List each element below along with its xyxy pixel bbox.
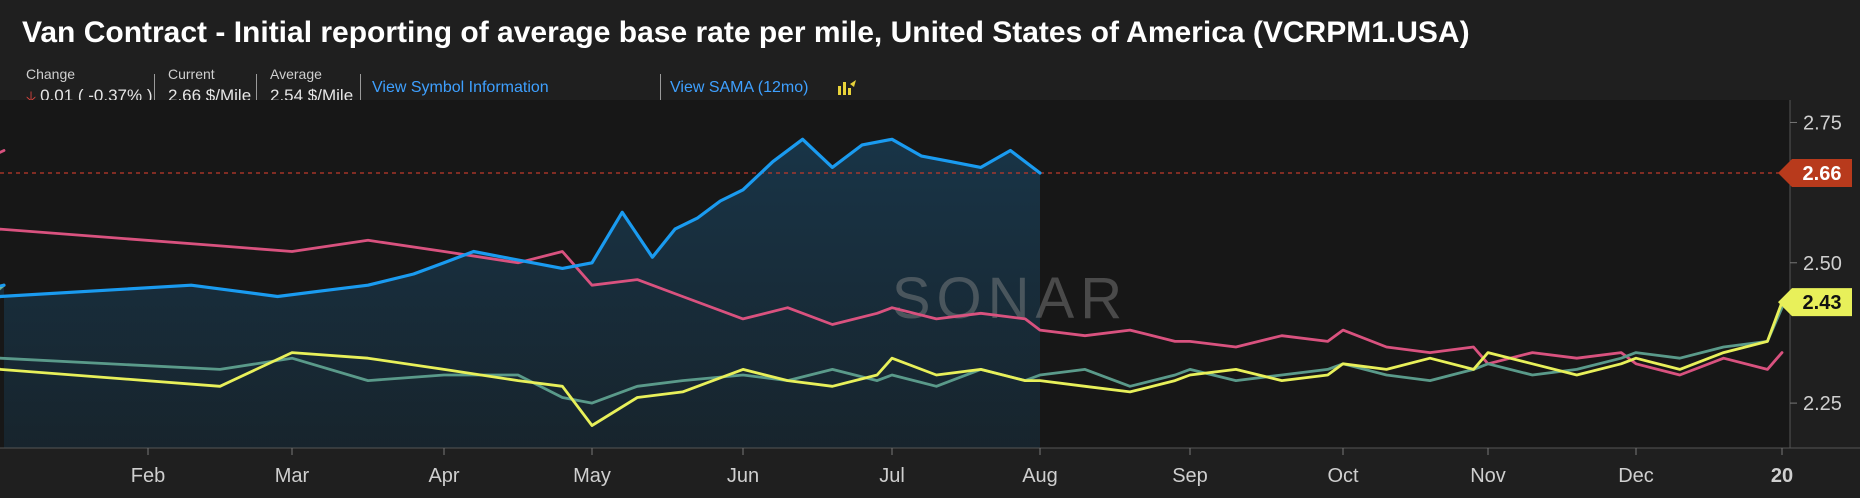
x-tick-label: Jun: [727, 465, 759, 487]
average-label: Average: [270, 66, 322, 82]
stats-divider: [256, 74, 257, 102]
chart-title: Van Contract - Initial reporting of aver…: [22, 16, 1470, 49]
x-tick-label: Oct: [1327, 465, 1359, 487]
sonar-watermark: SONAR: [892, 266, 1128, 331]
y-tick-label: 2.25: [1803, 393, 1842, 415]
end-value-marker: 2.43: [1778, 288, 1852, 317]
series-line-3: [0, 283, 1784, 427]
x-tick-label: May: [573, 465, 611, 487]
x-tick-label: Feb: [131, 465, 165, 487]
current-label: Current: [168, 66, 215, 82]
view-sama-link[interactable]: View SAMA (12mo): [670, 79, 809, 96]
x-tick-label: 20: [1771, 465, 1793, 487]
end-value-marker-shape: [1778, 288, 1852, 317]
down-arrow-icon: 🡣: [26, 88, 37, 104]
stats-divider: [660, 74, 661, 102]
y-tick-label: 2.75: [1803, 112, 1842, 134]
current-value-marker-shape: [1778, 158, 1852, 187]
series-line-1: [0, 149, 1784, 377]
stats-divider: [154, 74, 155, 102]
current-value-marker-label: 2.66: [1803, 163, 1842, 185]
x-tick-label: Aug: [1022, 465, 1058, 487]
x-tick-label: Nov: [1470, 465, 1506, 487]
x-tick-label: Dec: [1618, 465, 1654, 487]
x-tick-label: Apr: [428, 465, 459, 487]
view-symbol-info-link[interactable]: View Symbol Information: [372, 79, 549, 96]
x-tick-label: Jul: [879, 465, 905, 487]
current-series-area: [0, 139, 1040, 448]
end-value-marker-label: 2.43: [1803, 292, 1842, 314]
x-tick-label: Sep: [1172, 465, 1208, 487]
stats-divider: [360, 74, 361, 102]
x-tick-label: Mar: [275, 465, 310, 487]
change-label: Change: [26, 66, 76, 82]
series-line-4: [0, 137, 1042, 299]
current-value-marker: 2.66: [1778, 158, 1852, 187]
chart-hand-icon[interactable]: [836, 78, 858, 98]
y-tick-label: 2.50: [1803, 253, 1842, 275]
